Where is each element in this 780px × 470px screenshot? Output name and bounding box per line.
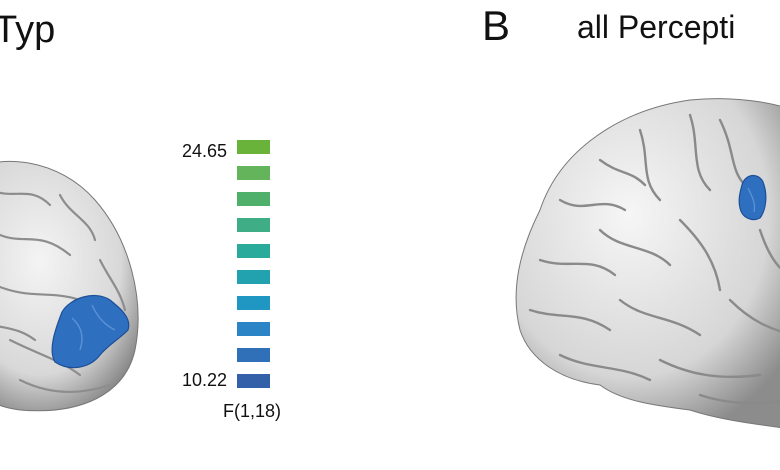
colorbar-swatch <box>237 374 270 388</box>
colorbar-max-label: 24.65 <box>182 141 227 161</box>
colorbar-swatch <box>237 166 270 180</box>
panel-letter: B <box>482 2 510 49</box>
brain-render-a <box>0 160 139 412</box>
colorbar-min-label: 10.22 <box>182 370 227 390</box>
colorbar-swatch <box>237 348 270 362</box>
colorbar <box>237 140 270 388</box>
colorbar-swatch <box>237 322 270 336</box>
panel-title: Typ <box>0 9 55 51</box>
brain-render-b <box>515 98 780 428</box>
colorbar-swatch <box>237 270 270 284</box>
colorbar-swatch <box>237 244 270 258</box>
colorbar-unit-label: F(1,18) <box>223 401 281 421</box>
colorbar-swatch <box>237 140 270 154</box>
panel-title: all Percepti <box>577 9 735 45</box>
colorbar-swatch <box>237 296 270 310</box>
colorbar-swatch <box>237 218 270 232</box>
colorbar-swatch <box>237 192 270 206</box>
